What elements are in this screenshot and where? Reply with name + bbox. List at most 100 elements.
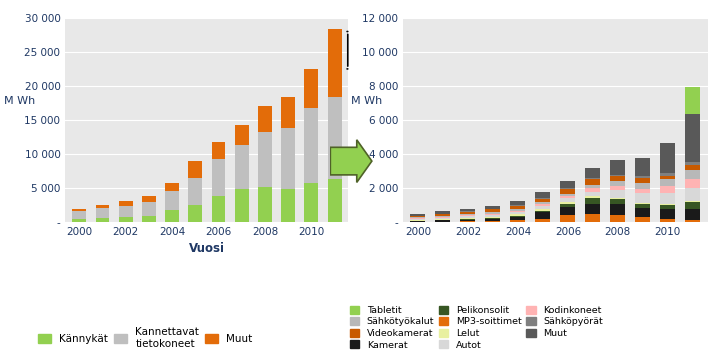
- Bar: [585, 188, 600, 192]
- Bar: [142, 196, 156, 202]
- Bar: [535, 218, 550, 222]
- Bar: [410, 214, 425, 216]
- Bar: [535, 212, 550, 218]
- Bar: [560, 188, 576, 189]
- Bar: [611, 174, 625, 176]
- Bar: [436, 216, 450, 217]
- Bar: [327, 97, 341, 179]
- Bar: [685, 179, 701, 188]
- Bar: [410, 221, 425, 222]
- Bar: [611, 181, 625, 186]
- Bar: [535, 209, 550, 211]
- Bar: [685, 202, 701, 208]
- Bar: [535, 198, 550, 199]
- Bar: [661, 205, 675, 209]
- Bar: [661, 186, 675, 193]
- Bar: [510, 217, 526, 220]
- Bar: [535, 192, 550, 198]
- Bar: [510, 220, 526, 222]
- Bar: [635, 183, 650, 189]
- Bar: [258, 187, 272, 222]
- Bar: [165, 183, 179, 191]
- Bar: [436, 220, 450, 222]
- Bar: [304, 108, 318, 183]
- Bar: [635, 208, 650, 217]
- Bar: [142, 216, 156, 222]
- Bar: [188, 161, 203, 178]
- Bar: [73, 211, 86, 218]
- Bar: [460, 214, 476, 216]
- Bar: [234, 189, 249, 222]
- Bar: [281, 97, 295, 128]
- Bar: [535, 206, 550, 209]
- Bar: [635, 176, 650, 178]
- Bar: [611, 198, 625, 199]
- Bar: [661, 179, 675, 186]
- FancyArrow shape: [330, 140, 372, 182]
- Bar: [165, 191, 179, 211]
- Bar: [585, 169, 600, 178]
- Bar: [560, 207, 576, 216]
- Bar: [486, 212, 500, 214]
- Bar: [510, 206, 526, 209]
- Bar: [73, 218, 86, 222]
- Bar: [436, 214, 450, 216]
- Bar: [486, 214, 500, 215]
- Bar: [685, 188, 701, 201]
- Bar: [661, 173, 675, 175]
- Y-axis label: M Wh: M Wh: [351, 96, 382, 106]
- Bar: [535, 199, 550, 202]
- Bar: [611, 186, 625, 190]
- Bar: [585, 204, 600, 214]
- Bar: [560, 198, 576, 202]
- Bar: [635, 204, 650, 208]
- Bar: [560, 189, 576, 194]
- Bar: [234, 125, 249, 145]
- Bar: [436, 219, 450, 220]
- Bar: [661, 175, 675, 179]
- Bar: [327, 29, 341, 97]
- Bar: [142, 202, 156, 216]
- Bar: [436, 211, 450, 214]
- Bar: [410, 216, 425, 217]
- Bar: [119, 217, 133, 222]
- Bar: [661, 204, 675, 205]
- Bar: [685, 170, 701, 179]
- Bar: [585, 192, 600, 196]
- Bar: [661, 142, 675, 173]
- Bar: [460, 216, 476, 217]
- Bar: [535, 202, 550, 204]
- Bar: [685, 114, 701, 162]
- Bar: [486, 217, 500, 218]
- Bar: [486, 218, 500, 219]
- Bar: [304, 69, 318, 108]
- Bar: [560, 196, 576, 198]
- Bar: [119, 205, 133, 217]
- Bar: [510, 211, 526, 212]
- Bar: [486, 205, 500, 209]
- Bar: [211, 142, 226, 159]
- Bar: [234, 145, 249, 189]
- Bar: [510, 216, 526, 217]
- Bar: [410, 217, 425, 218]
- Bar: [510, 214, 526, 216]
- Bar: [510, 212, 526, 214]
- Bar: [585, 179, 600, 185]
- Bar: [635, 203, 650, 204]
- Y-axis label: M Wh: M Wh: [4, 96, 36, 106]
- Bar: [510, 205, 526, 206]
- Bar: [611, 204, 625, 215]
- Bar: [327, 179, 341, 222]
- Bar: [410, 219, 425, 220]
- Bar: [635, 217, 650, 222]
- Bar: [73, 209, 86, 211]
- Bar: [96, 208, 110, 218]
- Bar: [685, 219, 701, 222]
- Bar: [486, 219, 500, 221]
- Bar: [460, 220, 476, 222]
- Bar: [611, 190, 625, 198]
- Bar: [436, 217, 450, 218]
- Bar: [410, 220, 425, 221]
- Bar: [661, 219, 675, 222]
- Bar: [535, 211, 550, 212]
